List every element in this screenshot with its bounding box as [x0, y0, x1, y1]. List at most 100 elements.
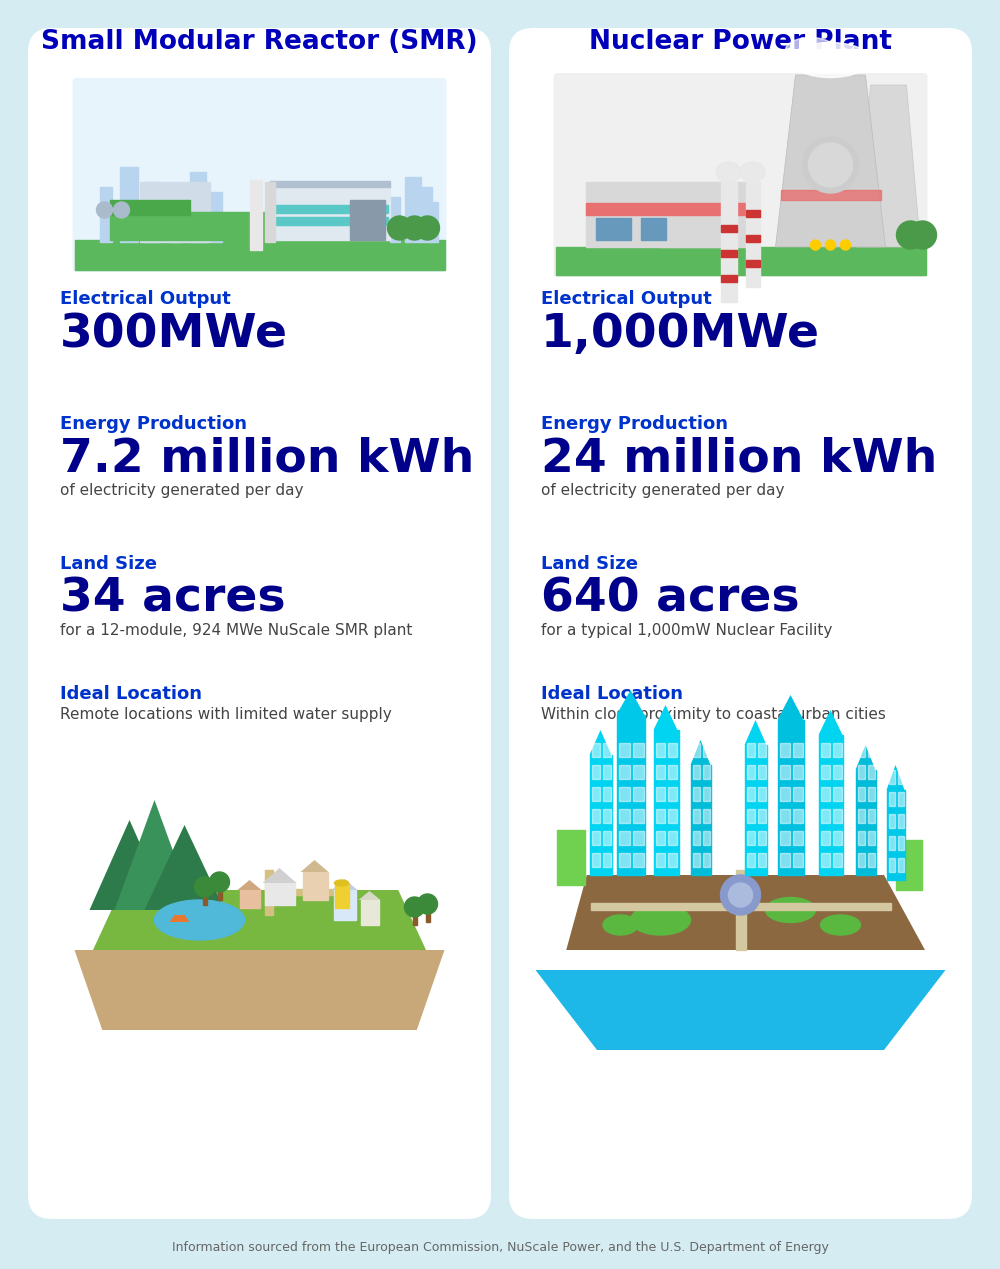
Ellipse shape	[154, 900, 244, 940]
Bar	[656, 853, 664, 867]
Polygon shape	[690, 740, 710, 765]
Bar	[746, 209, 760, 217]
Bar	[264, 883, 294, 905]
Bar	[618, 744, 630, 758]
Bar	[758, 831, 766, 845]
Bar	[668, 810, 676, 824]
Bar	[744, 745, 767, 876]
Bar	[660, 202, 730, 247]
Bar	[780, 765, 790, 779]
Bar	[110, 201, 190, 214]
Bar	[590, 755, 612, 876]
Bar	[590, 904, 891, 910]
Bar	[868, 765, 874, 779]
Bar	[889, 792, 895, 806]
Bar	[110, 212, 264, 240]
Bar	[702, 810, 710, 824]
Circle shape	[416, 216, 440, 240]
Circle shape	[96, 202, 112, 218]
Circle shape	[826, 240, 836, 250]
Bar	[820, 787, 830, 801]
Ellipse shape	[631, 905, 690, 935]
Bar	[746, 181, 760, 287]
Bar	[820, 810, 830, 824]
Bar	[856, 770, 876, 876]
Polygon shape	[744, 720, 767, 745]
Circle shape	[720, 876, 761, 915]
Bar	[668, 853, 676, 867]
Text: Ideal Location: Ideal Location	[541, 685, 683, 703]
Bar	[746, 235, 760, 242]
Bar	[596, 218, 631, 240]
Bar	[302, 872, 328, 900]
Bar	[618, 810, 630, 824]
Bar	[602, 810, 610, 824]
Polygon shape	[818, 709, 842, 735]
Bar	[758, 810, 766, 824]
Bar	[633, 787, 644, 801]
Circle shape	[840, 240, 850, 250]
Polygon shape	[262, 868, 296, 883]
Bar	[868, 810, 874, 824]
Bar	[889, 858, 895, 872]
Polygon shape	[887, 765, 904, 791]
Bar	[170, 197, 180, 242]
Circle shape	[808, 143, 852, 187]
Circle shape	[908, 221, 936, 249]
Text: Ideal Location: Ideal Location	[60, 685, 202, 703]
Bar	[858, 765, 864, 779]
Polygon shape	[566, 876, 925, 950]
Bar	[690, 765, 710, 876]
Bar	[633, 831, 644, 845]
Bar	[592, 810, 600, 824]
Bar	[656, 787, 664, 801]
Bar	[858, 744, 864, 758]
Bar	[898, 813, 904, 827]
Bar	[692, 744, 700, 758]
Circle shape	[114, 202, 130, 218]
Text: Energy Production: Energy Production	[541, 415, 728, 433]
Bar	[404, 176, 420, 242]
Bar	[692, 810, 700, 824]
Bar	[692, 853, 700, 867]
Bar	[820, 744, 830, 758]
Circle shape	[404, 897, 424, 917]
Bar	[746, 810, 755, 824]
Polygon shape	[93, 890, 426, 950]
Polygon shape	[358, 891, 380, 900]
Bar	[898, 747, 904, 761]
Bar	[668, 831, 676, 845]
Bar	[140, 181, 210, 242]
Bar	[820, 831, 830, 845]
Bar	[668, 765, 676, 779]
Text: Information sourced from the European Commission, NuScale Power, and the U.S. De: Information sourced from the European Co…	[172, 1241, 828, 1255]
Bar	[720, 225, 736, 232]
Bar	[618, 765, 630, 779]
Circle shape	[802, 137, 858, 193]
Polygon shape	[300, 860, 328, 872]
Bar	[858, 810, 864, 824]
Polygon shape	[856, 85, 920, 247]
Bar	[602, 744, 610, 758]
Bar	[778, 720, 804, 876]
Bar	[832, 810, 842, 824]
Circle shape	[418, 893, 438, 914]
FancyBboxPatch shape	[28, 28, 491, 1220]
Bar	[818, 735, 842, 876]
Bar	[120, 168, 138, 242]
Bar	[832, 744, 842, 758]
Text: 7.2 million kWh: 7.2 million kWh	[60, 437, 474, 482]
Bar	[618, 831, 630, 845]
FancyBboxPatch shape	[72, 77, 446, 272]
Polygon shape	[238, 879, 262, 890]
Text: of electricity generated per day: of electricity generated per day	[60, 483, 304, 497]
Bar	[736, 871, 746, 950]
Bar	[633, 744, 644, 758]
Bar	[240, 890, 260, 909]
Bar	[100, 187, 112, 242]
Text: 640 acres: 640 acres	[541, 577, 800, 622]
Bar	[602, 765, 610, 779]
Bar	[144, 181, 158, 242]
Circle shape	[810, 240, 820, 250]
FancyBboxPatch shape	[509, 28, 972, 1220]
